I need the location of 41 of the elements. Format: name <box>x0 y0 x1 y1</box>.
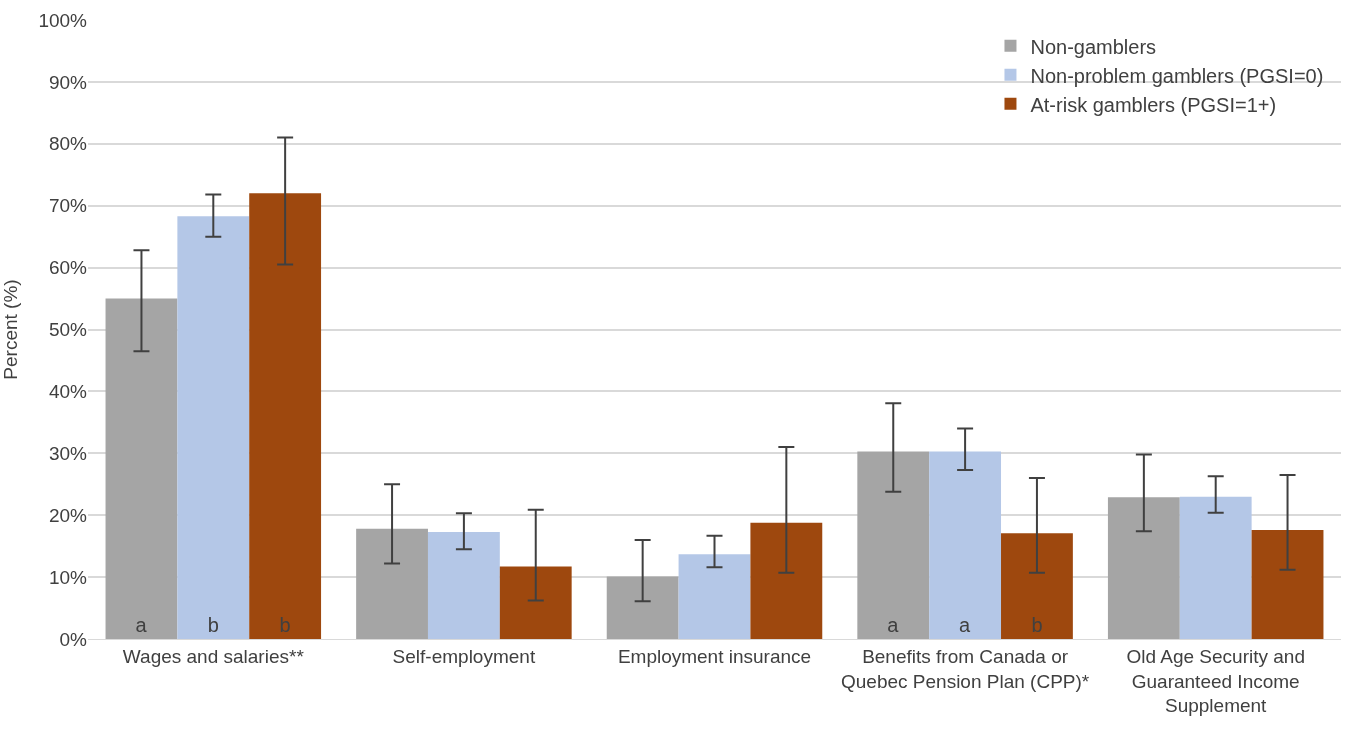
x-tick-label: Self-employment <box>392 645 536 667</box>
bar <box>750 522 823 639</box>
x-tick-label: Wages and salaries** <box>122 645 305 667</box>
y-tick-label: 80% <box>48 133 88 155</box>
data-label: b <box>207 614 219 636</box>
y-tick-label: 50% <box>48 319 88 341</box>
data-label: b <box>1031 614 1043 636</box>
bar <box>177 216 250 639</box>
legend-label: Non-problem gamblers (PGSI=0) <box>1030 64 1324 87</box>
y-tick-label: 30% <box>48 442 88 464</box>
y-tick-label: 20% <box>48 504 88 526</box>
y-tick-label: 60% <box>48 257 88 279</box>
bar <box>1001 533 1073 639</box>
bar <box>105 298 178 639</box>
y-tick-label: 70% <box>48 195 88 217</box>
bar <box>606 576 679 639</box>
y-tick-label: 10% <box>48 566 88 588</box>
bar <box>356 528 428 639</box>
bar <box>1251 530 1324 639</box>
bar <box>427 531 500 639</box>
bar <box>1107 497 1180 639</box>
legend-label: At-risk gamblers (PGSI=1+) <box>1030 93 1277 116</box>
bar <box>857 451 930 639</box>
y-tick-label: 100% <box>38 9 88 31</box>
bar <box>249 193 322 639</box>
bar <box>929 451 1002 639</box>
bar <box>499 566 572 639</box>
bar <box>1179 496 1252 639</box>
legend-label: Non-gamblers <box>1030 35 1157 58</box>
data-label: a <box>135 614 148 636</box>
x-tick-label: Old Age Security and Guaranteed Income Supplement <box>1126 645 1305 717</box>
data-label: b <box>279 614 291 636</box>
y-tick-label: 0% <box>59 628 88 650</box>
y-tick-label: 40% <box>48 381 88 403</box>
y-tick-label: 90% <box>48 71 88 93</box>
data-label: a <box>887 614 900 636</box>
x-tick-label: Benefits from Canada or Quebec Pension Plan (CPP)* <box>841 645 1090 692</box>
x-tick-label: Employment insurance <box>617 645 812 667</box>
data-label: a <box>959 614 972 636</box>
y-axis-title: Percent (%) <box>0 279 22 380</box>
bar <box>678 554 751 639</box>
